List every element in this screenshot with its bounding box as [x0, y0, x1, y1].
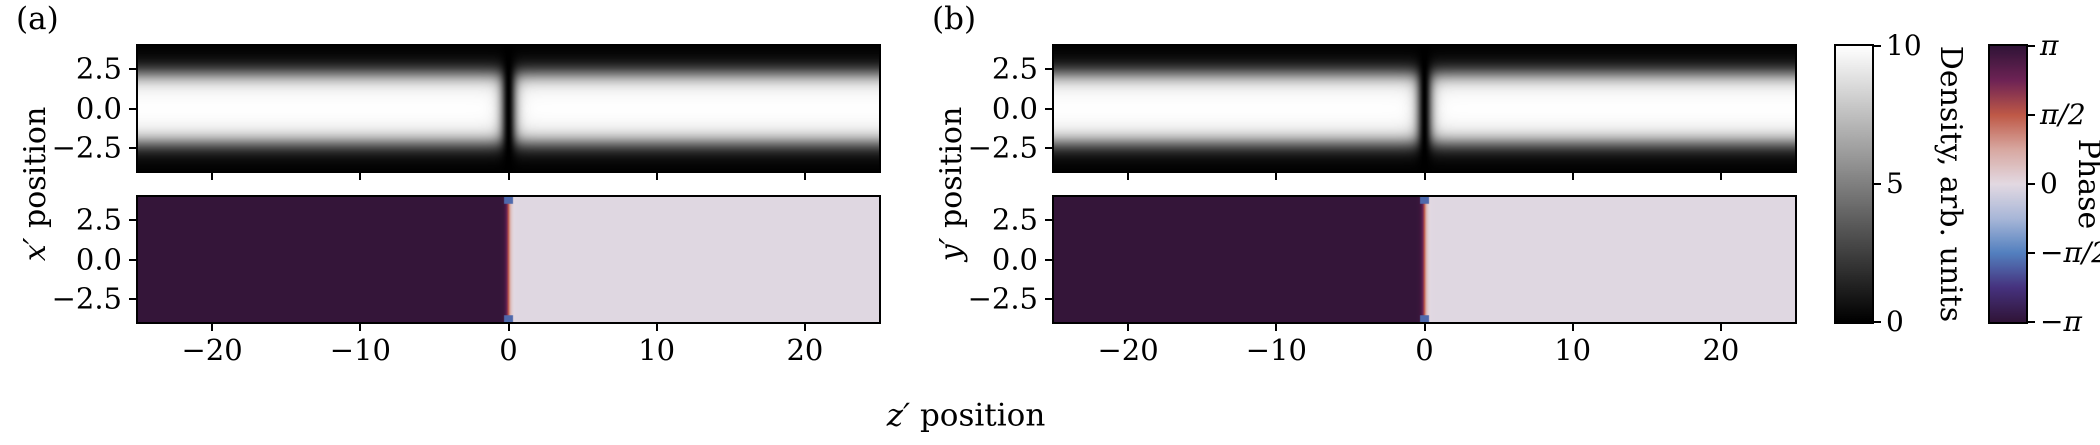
panel-a-y-axis-label: x′ position [18, 106, 53, 262]
x-tick-mark [1719, 322, 1722, 331]
y-tick-label: 2.5 [991, 51, 1038, 86]
panel-a-density-heatmap: 2.5 0.0 −2.5 [52, 44, 881, 180]
x-tick-label: 0 [499, 333, 518, 367]
y-tick-mark [129, 146, 138, 149]
y-tick-mark [129, 107, 138, 110]
x-tick-label: 10 [638, 333, 676, 367]
colorbar-tick-mark [2026, 252, 2035, 254]
x-tick-mark [359, 322, 362, 331]
y-tick-mark [1045, 146, 1054, 149]
colorbar-tick-mark [1872, 183, 1881, 185]
y-tick-mark [129, 258, 138, 261]
panel-a-phase-heatmap: 2.5 0.0 −2.5 −20 −10 0 10 20 [52, 195, 881, 365]
phase-colorbar-tick-label: π [2040, 29, 2059, 62]
x-tick-mark [211, 171, 214, 180]
x-axis-variable: z′ [886, 397, 911, 434]
colorbar-tick-mark [2026, 321, 2035, 323]
x-tick-mark [655, 171, 658, 180]
y-tick-label: −2.5 [51, 281, 122, 316]
panel-b-y-axis-variable: y′ [934, 237, 969, 262]
y-tick-mark [129, 68, 138, 71]
y-tick-mark [1045, 258, 1054, 261]
x-tick-mark [359, 171, 362, 180]
colorbar-tick-mark [2026, 183, 2035, 185]
y-tick-mark [1045, 68, 1054, 71]
x-tick-label: 20 [786, 333, 824, 367]
y-tick-mark [1045, 219, 1054, 222]
colorbar-tick-mark [2026, 45, 2035, 47]
density-colorbar-canvas [1836, 46, 1872, 322]
density-colorbar-tick-label: 10 [1886, 29, 1922, 62]
panel-a-density-canvas [138, 46, 879, 171]
panel-b-tag: (b) [932, 1, 977, 37]
x-tick-mark [211, 322, 214, 331]
x-tick-mark [507, 171, 510, 180]
x-tick-mark [1127, 171, 1130, 180]
panel-b-phase-canvas [1054, 197, 1795, 322]
x-tick-mark [1423, 322, 1426, 331]
y-tick-label: 2.5 [75, 202, 122, 237]
x-tick-label: −10 [329, 333, 391, 367]
x-tick-mark [1719, 171, 1722, 180]
x-tick-mark [1423, 171, 1426, 180]
panel-b-density-canvas [1054, 46, 1795, 171]
colorbar-tick-mark [1872, 321, 1881, 323]
phase-colorbar-tick-label: −π/2 [2040, 236, 2100, 269]
x-tick-mark [655, 322, 658, 331]
x-tick-label: −20 [181, 333, 243, 367]
x-tick-mark [1275, 322, 1278, 331]
panel-b-phase-heatmap: 2.5 0.0 −2.5 −20 −10 0 10 20 [968, 195, 1797, 365]
y-tick-label: 2.5 [991, 202, 1038, 237]
y-tick-mark [1045, 297, 1054, 300]
phase-colorbar-tick-label: −π [2040, 305, 2082, 338]
density-colorbar-tick-label: 0 [1886, 305, 1904, 338]
x-tick-mark [1571, 322, 1574, 331]
x-tick-label: 10 [1554, 333, 1592, 367]
panel-b-y-axis-label: y′ position [934, 106, 969, 262]
x-tick-label: −10 [1245, 333, 1307, 367]
phase-colorbar-label: Phase [2071, 138, 2100, 230]
x-tick-mark [1571, 171, 1574, 180]
y-tick-label: −2.5 [967, 130, 1038, 165]
y-tick-label: −2.5 [51, 130, 122, 165]
panel-a-tag: (a) [16, 1, 59, 37]
y-tick-label: −2.5 [967, 281, 1038, 316]
x-tick-mark [507, 322, 510, 331]
x-tick-label: 20 [1702, 333, 1740, 367]
y-tick-label: 2.5 [75, 51, 122, 86]
phase-colorbar: π π/2 0 −π/2 −π [1988, 32, 2100, 336]
x-tick-mark [803, 322, 806, 331]
y-tick-mark [1045, 107, 1054, 110]
panel-a-phase-canvas [138, 197, 879, 322]
colorbar-tick-mark [1872, 45, 1881, 47]
y-tick-mark [129, 297, 138, 300]
phase-colorbar-tick-label: π/2 [2040, 98, 2086, 131]
x-tick-mark [1275, 171, 1278, 180]
x-tick-mark [803, 171, 806, 180]
x-axis-label: z′ position [886, 397, 1046, 434]
phase-colorbar-canvas [1990, 46, 2026, 322]
panel-b-y-axis-word: position [934, 106, 969, 238]
density-colorbar: 10 5 0 [1834, 32, 1922, 336]
x-tick-label: 0 [1415, 333, 1434, 367]
y-tick-mark [129, 219, 138, 222]
x-axis-word: position [910, 397, 1046, 434]
panel-a-y-axis-word: position [18, 106, 53, 238]
phase-colorbar-tick-label: 0 [2040, 167, 2058, 200]
y-tick-label: 0.0 [991, 91, 1038, 125]
panel-a-y-axis-variable: x′ [18, 237, 53, 262]
y-tick-label: 0.0 [991, 242, 1038, 276]
x-tick-label: −20 [1097, 333, 1159, 367]
x-tick-mark [1127, 322, 1130, 331]
y-tick-label: 0.0 [75, 242, 122, 276]
density-colorbar-tick-label: 5 [1886, 167, 1904, 200]
y-tick-label: 0.0 [75, 91, 122, 125]
colorbar-tick-mark [2026, 114, 2035, 116]
density-colorbar-label: Density, arb. units [1933, 45, 1968, 323]
panel-b-density-heatmap: 2.5 0.0 −2.5 [968, 44, 1797, 180]
